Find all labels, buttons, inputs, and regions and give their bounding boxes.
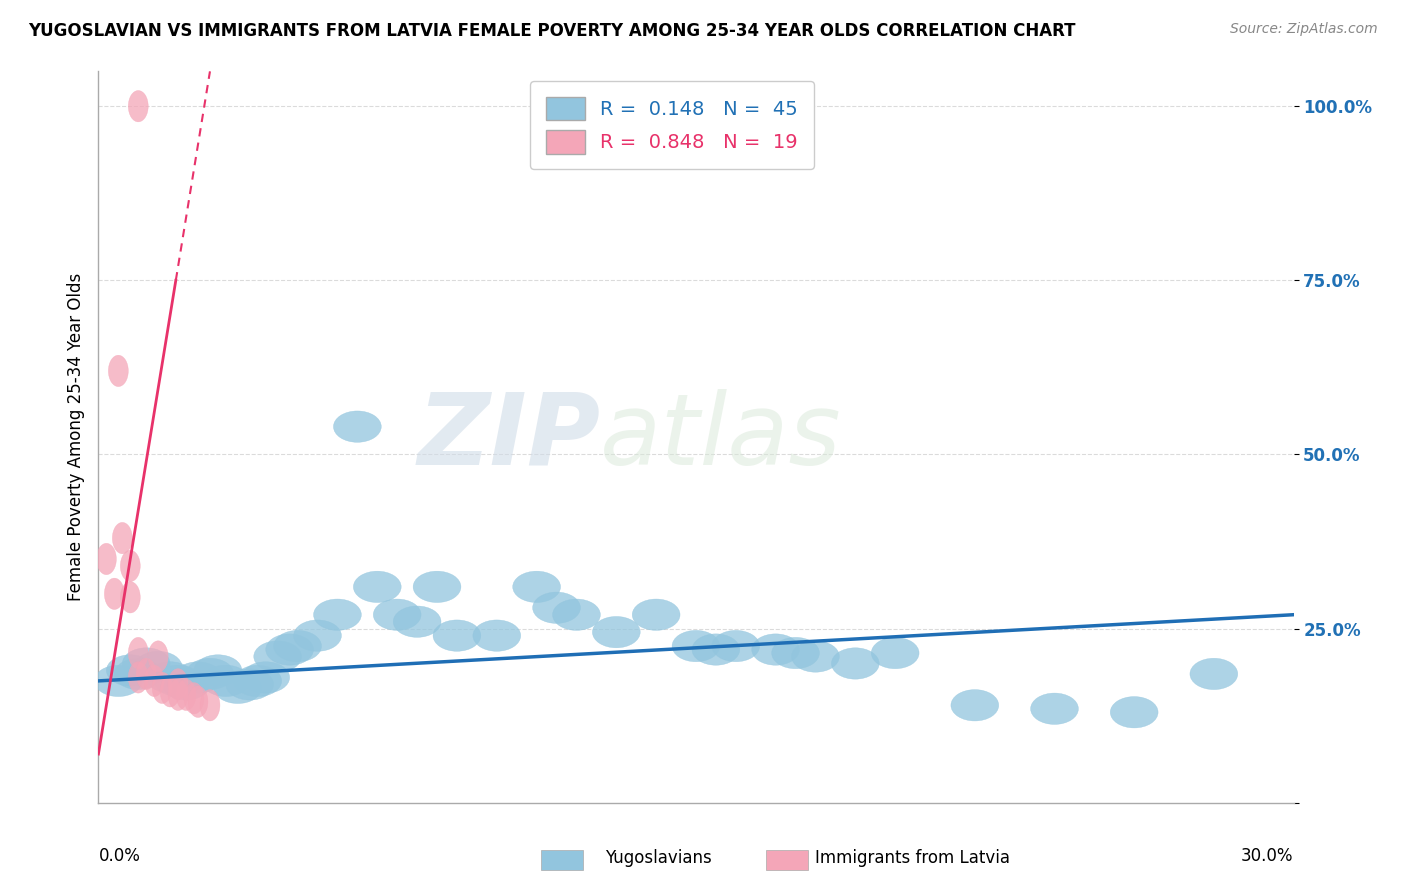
Ellipse shape	[162, 669, 209, 700]
Ellipse shape	[160, 675, 180, 707]
Ellipse shape	[274, 631, 322, 662]
Text: 0.0%: 0.0%	[98, 847, 141, 864]
Text: Source: ZipAtlas.com: Source: ZipAtlas.com	[1230, 22, 1378, 37]
Ellipse shape	[254, 640, 302, 673]
Ellipse shape	[1031, 693, 1078, 724]
Text: YUGOSLAVIAN VS IMMIGRANTS FROM LATVIA FEMALE POVERTY AMONG 25-34 YEAR OLDS CORRE: YUGOSLAVIAN VS IMMIGRANTS FROM LATVIA FE…	[28, 22, 1076, 40]
Ellipse shape	[233, 665, 281, 697]
Ellipse shape	[353, 571, 401, 602]
Text: 30.0%: 30.0%	[1241, 847, 1294, 864]
Ellipse shape	[214, 673, 262, 704]
Ellipse shape	[433, 620, 481, 651]
Ellipse shape	[136, 658, 156, 690]
Ellipse shape	[184, 682, 204, 714]
Ellipse shape	[148, 640, 169, 673]
Ellipse shape	[188, 686, 208, 717]
Ellipse shape	[169, 679, 188, 711]
Ellipse shape	[472, 620, 520, 651]
Ellipse shape	[1111, 697, 1159, 728]
Ellipse shape	[226, 669, 274, 700]
Ellipse shape	[112, 523, 132, 554]
Ellipse shape	[772, 638, 820, 669]
Ellipse shape	[692, 634, 740, 665]
Text: Yugoslavians: Yugoslavians	[605, 849, 711, 867]
Ellipse shape	[121, 582, 141, 613]
Ellipse shape	[121, 550, 141, 582]
Ellipse shape	[752, 634, 800, 665]
Ellipse shape	[394, 606, 441, 638]
Ellipse shape	[114, 658, 162, 690]
Text: ZIP: ZIP	[418, 389, 600, 485]
Ellipse shape	[950, 690, 998, 721]
Text: atlas: atlas	[600, 389, 842, 485]
Ellipse shape	[94, 665, 142, 697]
Ellipse shape	[186, 658, 233, 690]
Ellipse shape	[413, 571, 461, 602]
Ellipse shape	[831, 648, 879, 679]
Ellipse shape	[128, 662, 148, 693]
Ellipse shape	[872, 638, 920, 669]
Ellipse shape	[202, 665, 250, 697]
Ellipse shape	[128, 90, 148, 122]
Ellipse shape	[122, 648, 170, 679]
Ellipse shape	[194, 655, 242, 686]
Ellipse shape	[176, 679, 195, 711]
Text: Immigrants from Latvia: Immigrants from Latvia	[815, 849, 1011, 867]
Ellipse shape	[711, 631, 759, 662]
Ellipse shape	[672, 631, 720, 662]
Ellipse shape	[314, 599, 361, 631]
Ellipse shape	[242, 662, 290, 693]
Ellipse shape	[155, 665, 202, 697]
Ellipse shape	[266, 634, 314, 665]
Ellipse shape	[152, 673, 172, 704]
Ellipse shape	[174, 662, 222, 693]
Ellipse shape	[294, 620, 342, 651]
Legend: R =  0.148   N =  45, R =  0.848   N =  19: R = 0.148 N = 45, R = 0.848 N = 19	[530, 81, 814, 169]
Ellipse shape	[169, 669, 188, 700]
Ellipse shape	[533, 592, 581, 624]
Ellipse shape	[374, 599, 422, 631]
Ellipse shape	[200, 690, 219, 721]
Ellipse shape	[146, 662, 194, 693]
Y-axis label: Female Poverty Among 25-34 Year Olds: Female Poverty Among 25-34 Year Olds	[66, 273, 84, 601]
Ellipse shape	[97, 543, 117, 574]
Ellipse shape	[135, 651, 183, 682]
Ellipse shape	[553, 599, 600, 631]
Ellipse shape	[145, 665, 165, 697]
Ellipse shape	[104, 578, 124, 609]
Ellipse shape	[792, 640, 839, 673]
Ellipse shape	[592, 616, 640, 648]
Ellipse shape	[1189, 658, 1237, 690]
Ellipse shape	[108, 355, 128, 386]
Ellipse shape	[633, 599, 681, 631]
Ellipse shape	[128, 638, 148, 669]
Ellipse shape	[333, 411, 381, 442]
Ellipse shape	[513, 571, 561, 602]
Ellipse shape	[107, 655, 155, 686]
